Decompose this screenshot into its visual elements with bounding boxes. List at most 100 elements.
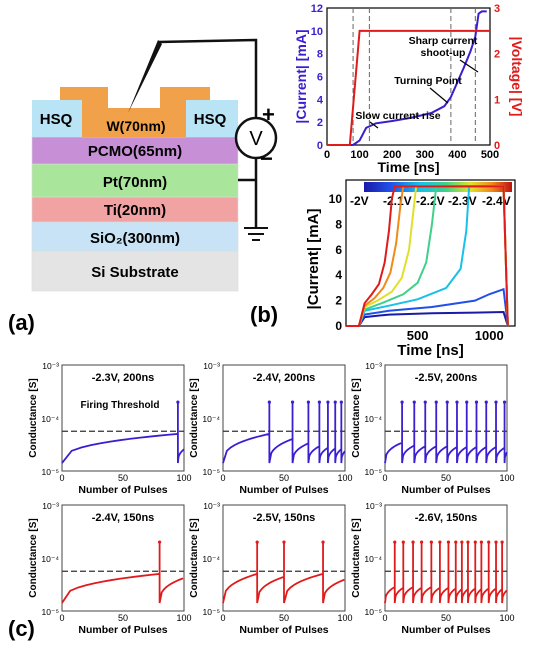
x-tick-label: 100 (499, 473, 514, 483)
plot-frame (222, 364, 346, 472)
annotation-sharp-1: Sharp current (409, 35, 478, 47)
y-left-tick-label: 8 (317, 49, 323, 61)
x-tick-label: 100 (337, 473, 352, 483)
y-tick-label: 10⁻⁴ (202, 414, 220, 424)
layer-2 (31, 136, 239, 165)
y-tick-label: 4 (335, 268, 342, 282)
x-tick-label: 200 (383, 149, 401, 161)
y-right-tick-label: 2 (494, 49, 500, 61)
x-tick-label: 400 (448, 149, 466, 161)
y-tick-label: 8 (335, 217, 342, 231)
y-left-tick-label: 10 (311, 26, 323, 38)
probe-needle (128, 40, 162, 113)
arrow-turning (429, 87, 449, 104)
x-tick-label: 100 (350, 149, 368, 161)
x-tick-label: 100 (176, 473, 191, 483)
plot-frame (345, 179, 516, 327)
x-axis-label: Time [ns] (397, 342, 463, 359)
chart-c-4: -2.5V, 150ns 0 50 100 10⁻³ 10⁻⁴ 10⁻⁵ Number of … (189, 501, 353, 636)
conductance-trace (61, 402, 185, 464)
y-axis-label: Conductance [S] (189, 378, 200, 457)
series-line-0 (327, 10, 487, 146)
voltmeter-label: V (249, 128, 263, 150)
plot-frame (61, 364, 185, 472)
chart-c-2: -2.5V, 200ns 0 50 100 10⁻³ 10⁻⁴ 10⁻⁵ Number of … (351, 361, 515, 496)
subplot-title: -2.6V, 150ns (415, 512, 478, 524)
x-tick-label: 0 (220, 613, 225, 623)
colorbar-label: -2.3V (448, 194, 477, 208)
y-tick-label: 10⁻⁵ (203, 607, 220, 617)
arrow-sharp (459, 59, 479, 73)
x-tick-label: 300 (416, 149, 434, 161)
conductance-trace (61, 542, 184, 604)
x-tick-label: 100 (337, 613, 352, 623)
x-tick-label: 100 (499, 613, 514, 623)
y-left-tick-label: 2 (317, 117, 323, 129)
y-axis-label: Conductance [S] (351, 378, 362, 457)
conductance-trace (384, 402, 508, 464)
colorbar-label: -2.2V (416, 194, 445, 208)
y-left-tick-label: 4 (317, 94, 324, 106)
chart-b-bottom: -2V -2.1V -2.2V -2.3V -2.4V 500 1000 0 2 4 6 8 10 Tim… (305, 179, 516, 359)
y-axis-label: Conductance [S] (28, 378, 39, 457)
x-tick-label: 0 (382, 613, 387, 623)
y-axis-label: Conductance [S] (351, 518, 362, 597)
y-tick-label: 6 (335, 243, 342, 257)
w-label: W(70nm) (106, 118, 165, 134)
x-axis-label: Number of Pulses (239, 624, 328, 636)
x-axis-label: Number of Pulses (401, 484, 490, 496)
y-left-tick-label: 12 (311, 3, 323, 15)
x-axis-label: Number of Pulses (239, 484, 328, 496)
y-left-axis-label: |Current| [mA] (293, 29, 309, 123)
y-tick-label: 10 (329, 192, 343, 206)
y-tick-label: 10⁻³ (42, 501, 59, 511)
y-tick-label: 10⁻⁵ (365, 467, 382, 477)
w-electrode (60, 87, 210, 137)
layer-5 (31, 221, 239, 252)
chart-c-3: -2.4V, 150ns 0 50 100 10⁻³ 10⁻⁴ 10⁻⁵ Number of … (28, 501, 192, 636)
y-tick-label: 10⁻⁵ (42, 467, 59, 477)
x-tick-label: 50 (279, 473, 289, 483)
y-tick-label: 2 (335, 294, 342, 308)
colorbar-label: -2V (350, 194, 369, 208)
hsq-left (32, 100, 82, 137)
x-tick-label: 1000 (475, 328, 504, 343)
x-axis-label: Time [ns] (378, 159, 440, 175)
threshold-annotation: Firing Threshold (81, 400, 160, 411)
y-tick-label: 0 (335, 319, 342, 333)
plot-frame (61, 504, 185, 612)
pt-label: Pt(70nm) (103, 174, 167, 191)
arrow-slow (369, 121, 379, 129)
y-left-tick-label: 0 (317, 140, 323, 152)
series-line-6 (346, 185, 509, 327)
ti-label: Ti(20nm) (104, 202, 166, 219)
y-tick-label: 10⁻³ (203, 361, 220, 371)
x-tick-label: 0 (59, 613, 64, 623)
y-right-tick-label: 3 (494, 3, 500, 15)
pcmo-label: PCMO(65nm) (88, 143, 182, 160)
x-tick-label: 50 (441, 473, 451, 483)
y-right-tick-label: 1 (494, 94, 500, 106)
y-tick-label: 10⁻⁴ (202, 554, 220, 564)
y-tick-label: 10⁻⁴ (41, 414, 59, 424)
y-tick-label: 10⁻³ (42, 361, 59, 371)
y-tick-label: 10⁻⁵ (203, 467, 220, 477)
device-diagram: HSQ HSQ W(70nm) PCMO(65nm) Pt(70nm) Ti(20nm) S… (31, 38, 278, 292)
annotation-turning: Turning Point (394, 75, 462, 87)
x-tick-label: 0 (220, 473, 225, 483)
subplot-title: -2.5V, 150ns (253, 512, 316, 524)
y-right-tick-label: 0 (494, 140, 500, 152)
x-tick-label: 100 (176, 613, 191, 623)
y-tick-label: 10⁻³ (365, 501, 382, 511)
y-tick-label: 10⁻⁵ (365, 607, 382, 617)
y-right-axis-label: |Voltage| [V] (509, 37, 525, 117)
x-tick-label: 50 (441, 613, 451, 623)
x-tick-label: 0 (59, 473, 64, 483)
plus-sign: + (262, 102, 275, 127)
conductance-trace (222, 402, 346, 464)
y-tick-label: 10⁻⁵ (42, 607, 59, 617)
hsq-right-label: HSQ (194, 111, 227, 128)
x-axis-label: Number of Pulses (78, 484, 167, 496)
x-axis-label: Number of Pulses (78, 624, 167, 636)
y-tick-label: 10⁻³ (365, 361, 382, 371)
